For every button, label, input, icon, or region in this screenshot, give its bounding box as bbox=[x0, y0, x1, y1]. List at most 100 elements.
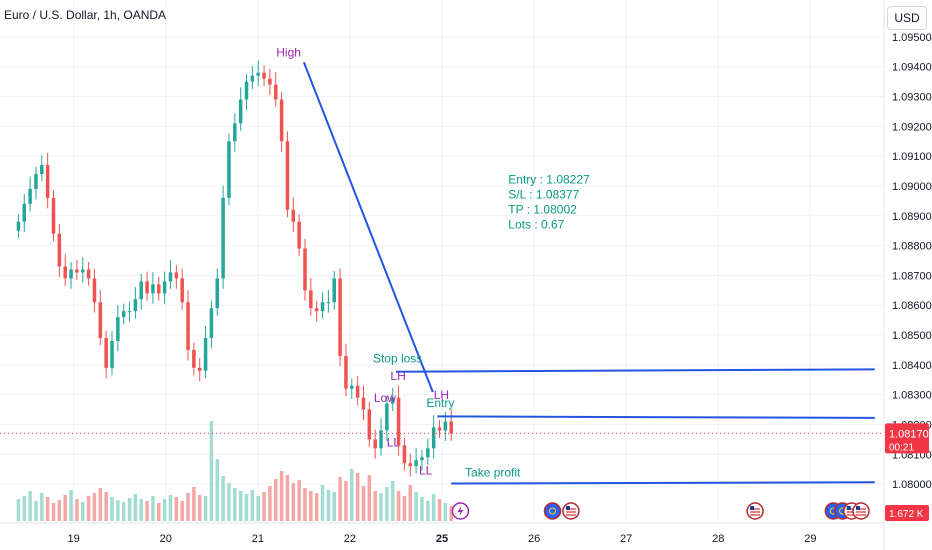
volume-bar bbox=[34, 501, 38, 521]
volume-bar bbox=[40, 493, 44, 521]
volume-bar bbox=[51, 503, 56, 521]
candle-body bbox=[291, 209, 296, 222]
volume-bar bbox=[69, 490, 73, 521]
volume-bar bbox=[262, 492, 266, 521]
candle-body bbox=[350, 385, 354, 389]
volume-bar bbox=[180, 501, 184, 521]
candle-body bbox=[75, 269, 79, 273]
volume-bar bbox=[80, 502, 85, 521]
y-tick-label: 1.08400 bbox=[892, 360, 932, 372]
candle-body bbox=[314, 308, 319, 312]
globe-icon-ring bbox=[549, 507, 556, 515]
volume-bar bbox=[291, 483, 296, 521]
x-tick-label: 29 bbox=[804, 533, 816, 545]
candle-body bbox=[332, 278, 336, 303]
volume-bar bbox=[63, 495, 67, 521]
volume-bar bbox=[355, 473, 360, 521]
volume-bar bbox=[373, 491, 377, 521]
volume-bar bbox=[338, 477, 342, 521]
candle-body bbox=[63, 266, 67, 279]
lightning-icon-glyph bbox=[457, 506, 464, 516]
candle-body bbox=[344, 355, 348, 389]
volume-bar bbox=[379, 493, 383, 521]
candle-body bbox=[57, 233, 62, 267]
trade-info-line: Lots : 0.67 bbox=[508, 218, 564, 232]
entry-line bbox=[437, 415, 875, 419]
candle-body bbox=[110, 340, 114, 368]
volume-bar bbox=[133, 494, 138, 521]
candle-body bbox=[192, 349, 196, 368]
x-tick-label: 22 bbox=[344, 533, 356, 545]
volume-bar bbox=[197, 495, 202, 521]
x-tick-label: 20 bbox=[160, 533, 172, 545]
annotation-label: Low bbox=[374, 391, 396, 405]
volume-bar bbox=[75, 499, 79, 521]
currency-button[interactable]: USD bbox=[887, 6, 927, 30]
y-tick-label: 1.09200 bbox=[892, 121, 932, 133]
candle-body bbox=[45, 165, 50, 198]
volume-bar bbox=[110, 497, 114, 521]
candle-body bbox=[69, 269, 73, 279]
candle-body bbox=[408, 463, 413, 467]
candle-body bbox=[221, 197, 225, 279]
volume-bar bbox=[86, 496, 91, 521]
time-axis: 19 20 21 22 25 26 27 28 29 bbox=[0, 522, 884, 545]
y-tick-label: 1.09100 bbox=[892, 151, 932, 163]
annotation-label: LL bbox=[387, 436, 401, 450]
volume-bar bbox=[326, 490, 331, 521]
volume-bar bbox=[367, 475, 372, 521]
event-icons bbox=[451, 502, 870, 520]
volume-bar bbox=[303, 488, 307, 521]
candle-body bbox=[80, 269, 85, 273]
volume-bar bbox=[437, 499, 442, 521]
candle-body bbox=[238, 99, 243, 124]
last-price-tag bbox=[885, 423, 929, 454]
candle-body bbox=[402, 445, 407, 464]
candle-body bbox=[203, 338, 208, 371]
volume-bar bbox=[309, 491, 313, 521]
volume-bar bbox=[127, 498, 132, 521]
candle-body bbox=[443, 421, 448, 431]
candle-body bbox=[34, 174, 38, 189]
x-tick-label: 26 bbox=[528, 533, 540, 545]
volume-bar bbox=[256, 496, 260, 521]
candle-body bbox=[297, 221, 301, 249]
candle-body bbox=[180, 278, 184, 303]
annotation-label: LH bbox=[390, 369, 405, 383]
candle-body bbox=[86, 269, 91, 279]
candle-body bbox=[379, 430, 383, 449]
candle-body bbox=[262, 72, 266, 79]
y-tick-label: 1.08900 bbox=[892, 211, 932, 223]
drawings bbox=[0, 61, 884, 485]
y-tick-label: 1.09000 bbox=[892, 181, 932, 193]
countdown-value: 00:21 bbox=[889, 442, 914, 453]
us-flag-icon-canton bbox=[565, 506, 570, 510]
candle-body bbox=[92, 278, 97, 303]
y-tick-label: 1.09400 bbox=[892, 62, 932, 74]
price-axis: 1.09500 1.09400 1.09300 1.09200 1.09100 1.090… bbox=[883, 0, 932, 550]
volume-bar bbox=[233, 488, 237, 521]
candle-body bbox=[186, 302, 190, 350]
volume-bar bbox=[273, 479, 278, 521]
candle-body bbox=[162, 281, 167, 294]
globe-icon bbox=[543, 502, 562, 520]
volume-bar bbox=[16, 499, 21, 521]
y-tick-label: 1.08300 bbox=[892, 390, 932, 402]
candle-body bbox=[355, 385, 360, 398]
volume-bar bbox=[297, 480, 301, 521]
volume-bar bbox=[390, 481, 395, 521]
candle-body bbox=[16, 221, 21, 231]
y-tick-label: 1.09300 bbox=[892, 92, 932, 104]
volume-bar bbox=[45, 497, 50, 521]
y-tick-label: 1.08800 bbox=[892, 241, 932, 253]
candle-body bbox=[209, 308, 214, 339]
candle-body bbox=[279, 99, 284, 142]
volume-bar bbox=[285, 475, 290, 521]
volume-bar bbox=[221, 476, 225, 521]
volume-bar bbox=[186, 493, 190, 521]
y-tick-label: 1.09500 bbox=[892, 32, 932, 44]
candle-body bbox=[273, 84, 278, 100]
trade-info-line: Entry : 1.08227 bbox=[508, 173, 590, 187]
